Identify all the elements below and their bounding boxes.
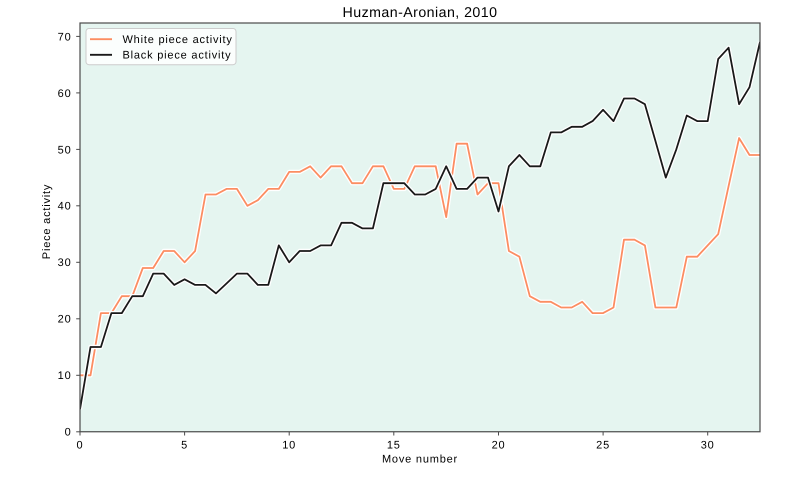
- svg-text:70: 70: [58, 31, 72, 43]
- svg-text:25: 25: [596, 440, 610, 452]
- svg-text:10: 10: [58, 370, 72, 382]
- svg-text:20: 20: [492, 440, 506, 452]
- svg-text:0: 0: [65, 427, 72, 439]
- svg-text:20: 20: [58, 314, 72, 326]
- svg-text:Huzman-Aronian, 2010: Huzman-Aronian, 2010: [343, 5, 498, 21]
- svg-text:Black piece activity: Black piece activity: [123, 50, 232, 62]
- svg-text:15: 15: [387, 440, 401, 452]
- svg-text:Piece activity: Piece activity: [41, 184, 53, 259]
- svg-text:30: 30: [701, 440, 715, 452]
- svg-text:Move number: Move number: [382, 454, 458, 466]
- svg-text:40: 40: [58, 201, 72, 213]
- svg-text:White piece activity: White piece activity: [123, 34, 233, 46]
- svg-text:30: 30: [58, 257, 72, 269]
- svg-text:50: 50: [58, 144, 72, 156]
- svg-text:10: 10: [282, 440, 296, 452]
- svg-text:60: 60: [58, 88, 72, 100]
- svg-text:0: 0: [77, 440, 84, 452]
- svg-text:5: 5: [181, 440, 188, 452]
